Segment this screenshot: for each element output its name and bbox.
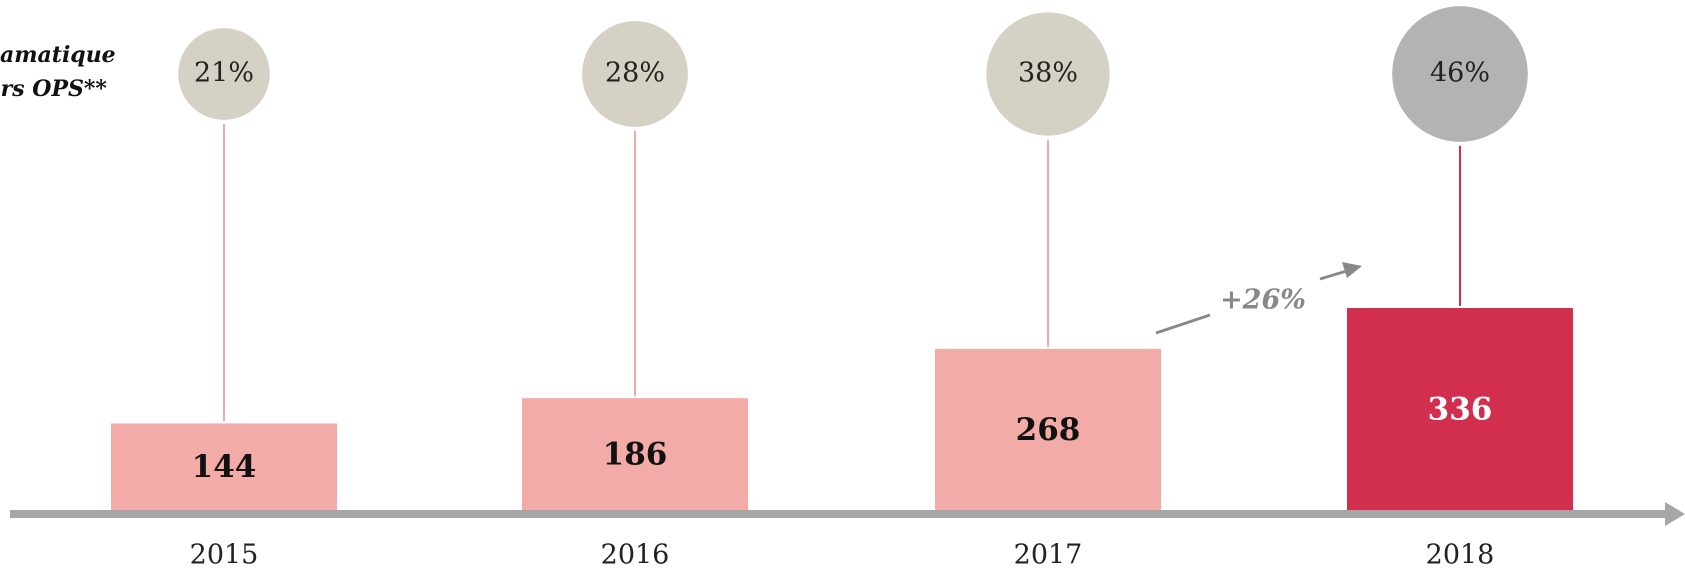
share-label: 38%	[1018, 58, 1078, 89]
axis-arrow	[1665, 502, 1685, 526]
bar	[1347, 308, 1573, 510]
share-bubble	[582, 21, 688, 127]
growth-arrow	[1155, 313, 1211, 335]
side-label: hors OPS**	[0, 76, 107, 102]
growth-arrowhead	[1342, 262, 1362, 278]
value-label: 336	[1428, 392, 1493, 428]
bar	[111, 423, 337, 510]
share-bubble	[1392, 6, 1528, 142]
value-label: 186	[603, 437, 668, 473]
share-bubble	[986, 12, 1110, 136]
share-label: 28%	[605, 58, 665, 89]
share-label: 21%	[194, 58, 254, 89]
x-tick-label: 2016	[601, 540, 670, 571]
bar	[522, 398, 748, 510]
value-label: 144	[192, 449, 257, 485]
side-label: amatique	[0, 42, 116, 68]
growth-label: +26%	[1220, 285, 1306, 316]
share-bubble	[178, 28, 270, 120]
bar	[935, 348, 1161, 510]
x-tick-label: 2015	[190, 540, 259, 571]
share-label: 46%	[1430, 58, 1490, 89]
value-label: 268	[1016, 412, 1081, 448]
x-tick-label: 2017	[1014, 540, 1083, 571]
x-tick-label: 2018	[1426, 540, 1495, 571]
